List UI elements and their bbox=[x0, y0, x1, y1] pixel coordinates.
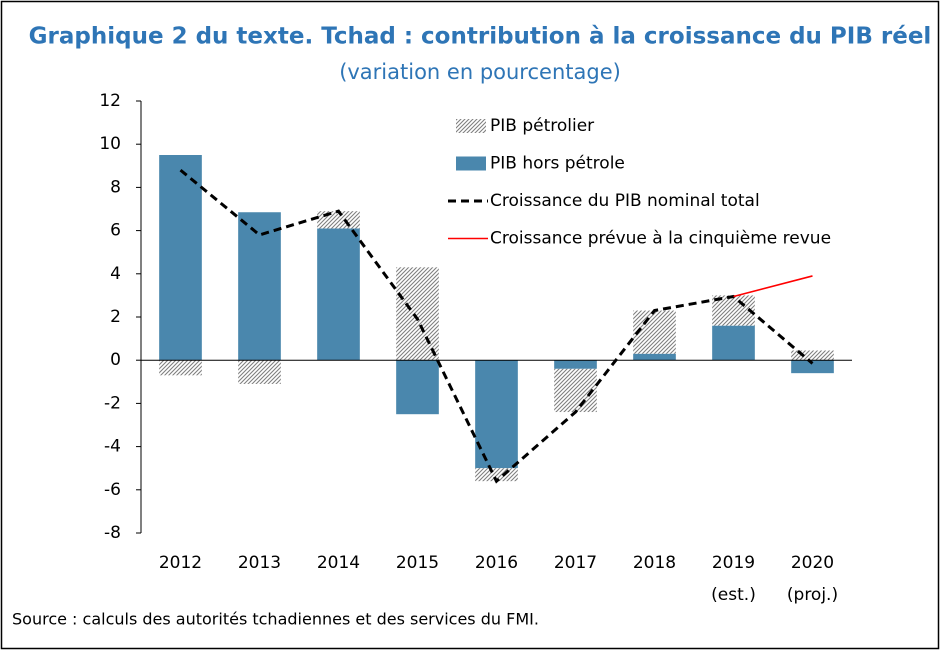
bar bbox=[475, 360, 518, 469]
legend-label: PIB pétrolier bbox=[490, 116, 594, 136]
x-tick-label: 2020 bbox=[791, 553, 834, 573]
y-tick-label: -8 bbox=[104, 523, 121, 543]
bar bbox=[633, 353, 676, 361]
x-tick-label: 2019 bbox=[712, 553, 755, 573]
chart-subtitle: (variation en pourcentage) bbox=[339, 60, 621, 84]
y-tick-label: 0 bbox=[110, 350, 121, 370]
bar bbox=[159, 155, 202, 361]
y-tick-label: 8 bbox=[110, 177, 121, 197]
x-tick-label: 2015 bbox=[396, 553, 439, 573]
y-tick-label: -2 bbox=[104, 393, 121, 413]
y-tick-label: -6 bbox=[104, 480, 121, 500]
x-tick-label: 2018 bbox=[633, 553, 676, 573]
bar bbox=[791, 350, 834, 361]
bar bbox=[317, 211, 360, 229]
line-series bbox=[733, 275, 813, 298]
legend-label: PIB hors pétrole bbox=[490, 154, 625, 174]
y-tick-label: 6 bbox=[110, 221, 121, 241]
x-tick-label: 2013 bbox=[238, 553, 281, 573]
bar bbox=[238, 212, 281, 361]
source-note: Source : calculs des autorités tchadienn… bbox=[12, 610, 539, 629]
bar bbox=[396, 360, 439, 415]
bar bbox=[712, 325, 755, 361]
y-tick-label: 2 bbox=[110, 307, 121, 327]
bar bbox=[317, 228, 360, 361]
y-tick-label: 4 bbox=[110, 264, 121, 284]
bar bbox=[554, 368, 597, 413]
x-tick-label: 2014 bbox=[317, 553, 360, 573]
y-tick-label: 10 bbox=[99, 134, 121, 154]
legend-label: Croissance prévue à la cinquième revue bbox=[490, 229, 831, 249]
x-tick-note: (proj.) bbox=[787, 585, 838, 605]
line-series bbox=[179, 168, 814, 484]
x-tick-label: 2012 bbox=[159, 553, 202, 573]
bar bbox=[633, 310, 676, 354]
legend-label: Croissance du PIB nominal total bbox=[490, 191, 760, 211]
x-tick-label: 2016 bbox=[475, 553, 518, 573]
legend-swatch bbox=[456, 119, 486, 133]
bar bbox=[238, 360, 281, 384]
bar bbox=[159, 360, 202, 376]
y-tick-label: -4 bbox=[104, 437, 121, 457]
bar bbox=[791, 360, 834, 374]
bar bbox=[396, 267, 439, 361]
y-tick-label: 12 bbox=[99, 91, 121, 111]
chart-title: Graphique 2 du texte. Tchad : contributi… bbox=[29, 24, 932, 50]
legend-swatch bbox=[456, 156, 486, 171]
bar bbox=[554, 360, 597, 369]
x-tick-label: 2017 bbox=[554, 553, 597, 573]
x-tick-note: (est.) bbox=[711, 585, 756, 605]
